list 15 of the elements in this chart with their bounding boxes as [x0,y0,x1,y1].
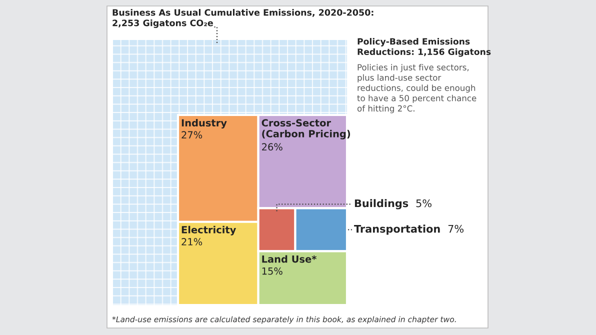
category-label: Cross-Sector (Carbon Pricing) [262,119,350,140]
category-label: Buildings [354,199,408,210]
data-label: 26% [262,143,282,151]
data-label: 7% [448,224,464,233]
text: Policies in just five sectors, plus land-use sector reductions, could be enough to have a 50 percent chance of hitting 2°C. [357,64,476,114]
data-label: 15% [262,267,282,275]
category-label: Land Use* [262,255,317,263]
text: Policy-Based Emissions Reductions: 1,156 Gigatons [358,38,491,57]
category-label: Electricity [182,226,236,236]
data-label: 5% [416,199,432,208]
data-label: 27% [182,131,202,139]
category-label: Transportation [354,224,440,235]
text: Business As Usual Cumulative Emissions, 2020-2050: 2,253 Gigatons CO₂e [112,9,374,28]
category-label: Industry [182,119,227,128]
data-label: 21% [182,238,202,246]
